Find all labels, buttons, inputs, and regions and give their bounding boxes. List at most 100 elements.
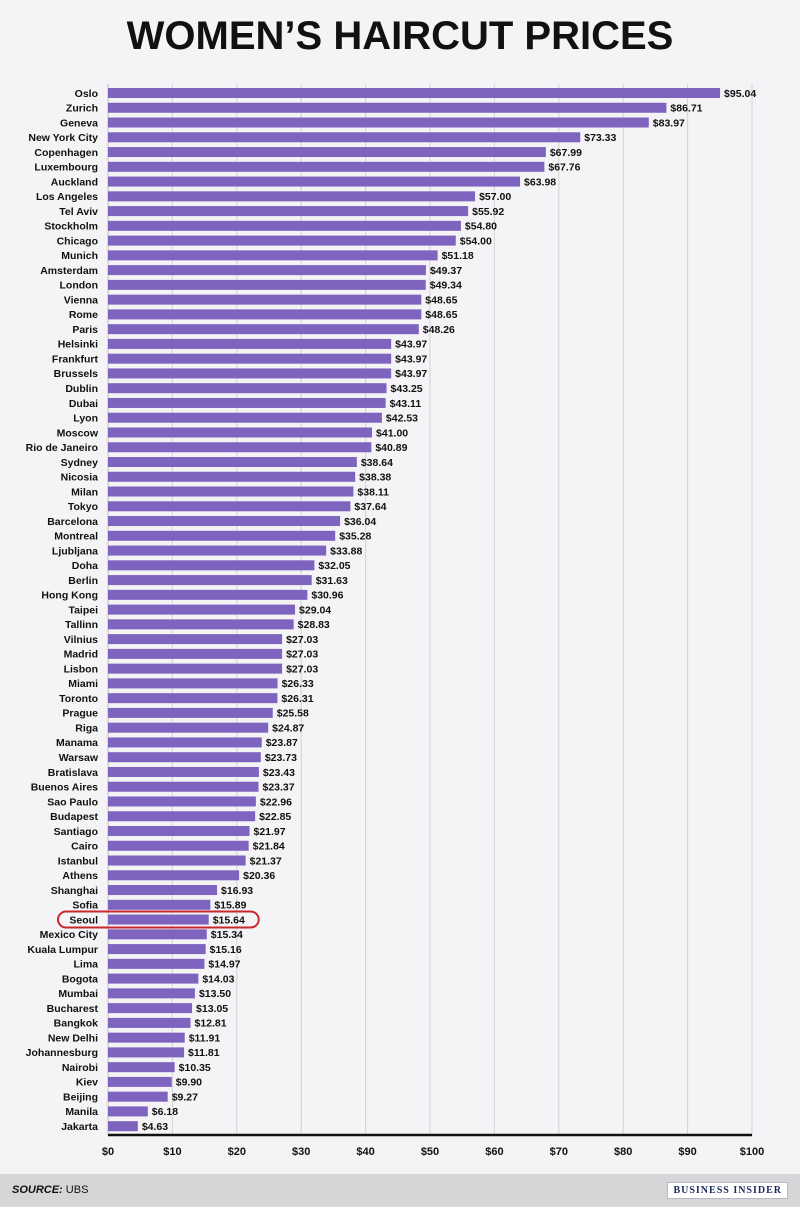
category-label: Lisbon [64, 663, 98, 675]
category-label: Manila [65, 1106, 98, 1118]
value-label: $23.73 [265, 752, 297, 764]
bar [108, 737, 262, 748]
category-label: Oslo [75, 88, 98, 100]
value-label: $11.81 [188, 1047, 220, 1059]
category-label: Budapest [50, 811, 98, 823]
value-label: $9.27 [172, 1091, 198, 1103]
value-label: $43.97 [395, 368, 427, 380]
bar [108, 471, 356, 482]
value-label: $63.98 [524, 176, 556, 188]
category-label: Mexico City [40, 929, 99, 941]
category-label: Montreal [54, 531, 98, 543]
bar [108, 1047, 185, 1058]
category-label: Copenhagen [34, 147, 98, 159]
bar [108, 161, 545, 172]
bar [108, 279, 426, 290]
source-value: UBS [65, 1184, 89, 1196]
value-label: $48.65 [425, 309, 457, 321]
category-label: Amsterdam [40, 265, 98, 277]
value-label: $73.33 [584, 132, 616, 144]
category-label: Lima [73, 959, 98, 971]
value-label: $38.11 [357, 486, 389, 498]
bar [108, 1017, 191, 1028]
value-label: $26.33 [282, 678, 314, 690]
category-label: Munich [61, 250, 98, 262]
value-label: $11.91 [189, 1032, 221, 1044]
category-label: Taipei [68, 604, 98, 616]
value-label: $14.03 [202, 973, 234, 985]
category-label: Sao Paulo [47, 796, 98, 808]
value-label: $21.97 [253, 826, 285, 838]
value-label: $38.38 [359, 472, 391, 484]
category-label: Kiev [76, 1077, 98, 1089]
value-label: $27.03 [286, 649, 318, 661]
value-label: $22.85 [259, 811, 291, 823]
bar [108, 545, 327, 556]
value-label: $43.97 [395, 339, 427, 351]
bar [108, 501, 351, 512]
value-label: $48.65 [425, 294, 457, 306]
bar [108, 707, 273, 718]
value-label: $4.63 [142, 1121, 168, 1133]
bar [108, 191, 476, 202]
source-note: SOURCE: UBS [12, 1184, 88, 1196]
category-label: Frankfurt [52, 353, 99, 365]
category-label: Istanbul [58, 855, 98, 867]
bar [108, 265, 426, 276]
bar [108, 220, 461, 231]
value-label: $86.71 [670, 103, 702, 115]
category-label: Brussels [54, 368, 99, 380]
bar [108, 693, 278, 704]
bar [108, 973, 199, 984]
bar [108, 1032, 185, 1043]
category-label: Zurich [66, 103, 98, 115]
bar [108, 486, 354, 497]
category-label: Johannesburg [26, 1047, 98, 1059]
footer-bar: SOURCE: UBS BUSINESS INSIDER [0, 1174, 800, 1207]
x-tick-label: $40 [356, 1146, 374, 1158]
bar [108, 427, 373, 438]
category-label: Santiago [54, 826, 98, 838]
x-tick-label: $100 [740, 1146, 764, 1158]
x-tick-label: $0 [102, 1146, 114, 1158]
category-label: Auckland [51, 176, 98, 188]
bar [108, 353, 392, 364]
category-label: Doha [72, 560, 98, 572]
value-label: $40.89 [375, 442, 407, 454]
value-label: $23.87 [266, 737, 298, 749]
value-label: $12.81 [194, 1018, 226, 1030]
bar [108, 914, 209, 925]
category-label: Nicosia [61, 472, 99, 484]
bar-chart: Oslo Zurich Geneva New York City Copenhagen L… [26, 84, 764, 1158]
bar [108, 885, 218, 896]
value-label: $55.92 [472, 206, 504, 218]
bar [108, 560, 315, 571]
category-label: Bratislava [48, 767, 98, 779]
category-label: Kuala Lumpur [27, 944, 98, 956]
bar [108, 1003, 193, 1014]
bar [108, 132, 581, 143]
category-label: Los Angeles [36, 191, 98, 203]
category-label: Bangkok [54, 1018, 99, 1030]
category-label: Vilnius [64, 634, 98, 646]
category-label: Barcelona [47, 516, 98, 528]
category-label: Riga [75, 722, 98, 734]
category-label: Hong Kong [41, 590, 98, 602]
value-label: $25.58 [277, 708, 309, 720]
category-label: Buenos Aires [31, 782, 98, 794]
category-label: Dublin [65, 383, 98, 395]
bar [108, 840, 249, 851]
value-label: $27.03 [286, 663, 318, 675]
bar [108, 811, 256, 822]
category-label: Vienna [64, 294, 98, 306]
value-label: $33.88 [330, 545, 362, 557]
bar [108, 663, 283, 674]
bar [108, 235, 456, 246]
value-label: $41.00 [376, 427, 408, 439]
category-label: Warsaw [59, 752, 99, 764]
category-label: Manama [56, 737, 98, 749]
bar [108, 944, 206, 955]
bar [108, 309, 422, 320]
category-label: Berlin [68, 575, 98, 587]
value-label: $16.93 [221, 885, 253, 897]
